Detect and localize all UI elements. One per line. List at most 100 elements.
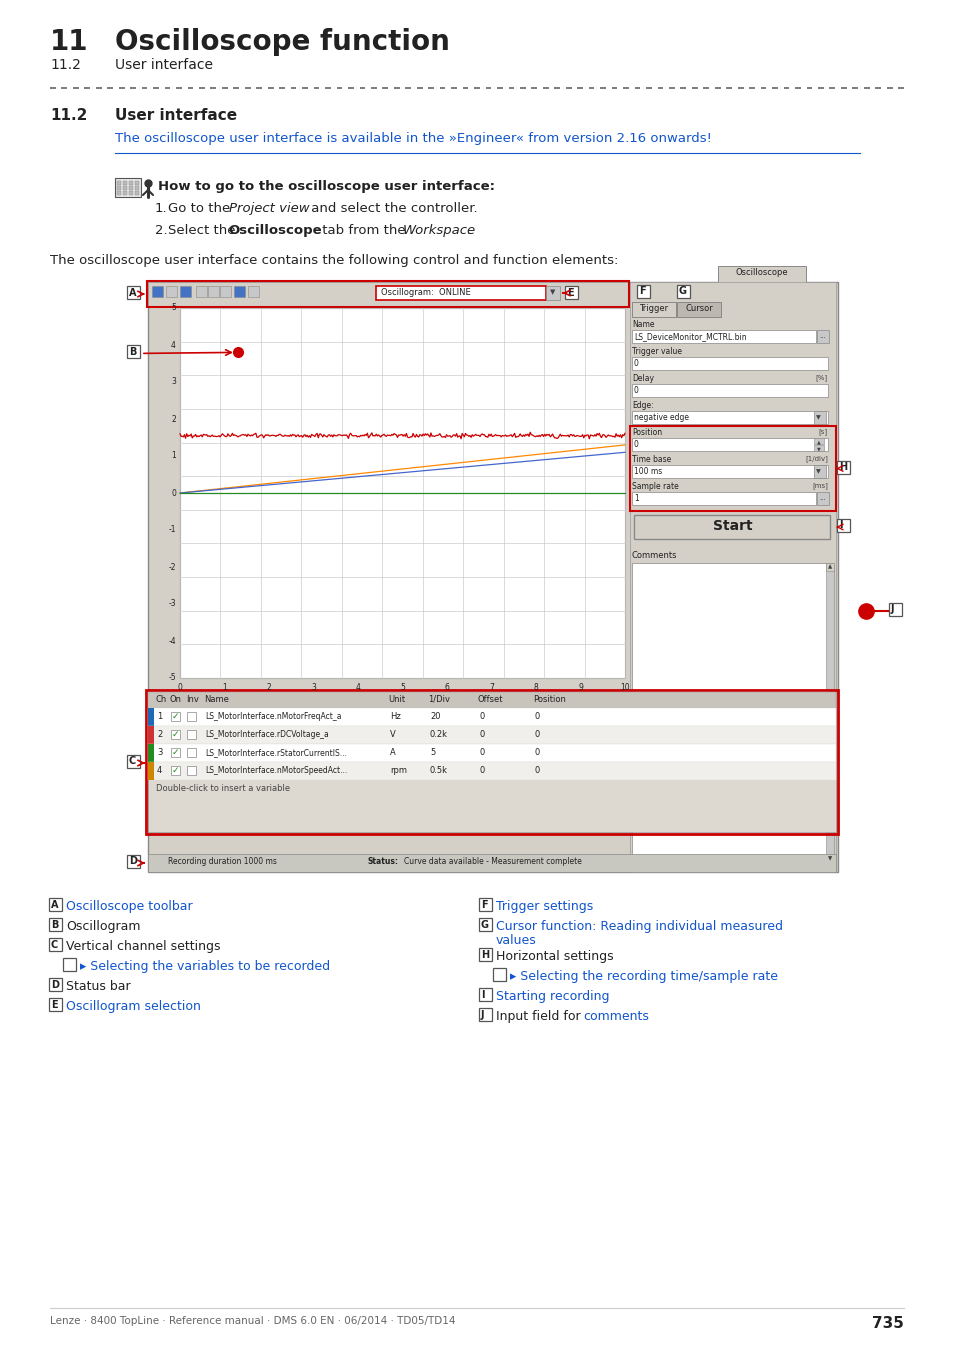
Text: 1: 1: [157, 711, 162, 721]
Text: Delay: Delay: [631, 374, 654, 383]
Bar: [813, 446, 823, 451]
Text: Oscilloscope toolbar: Oscilloscope toolbar: [66, 900, 193, 913]
Text: 11.2: 11.2: [50, 58, 81, 72]
Text: ✓: ✓: [172, 711, 179, 721]
Text: negative edge: negative edge: [634, 413, 688, 423]
Text: LS_MotorInterface.rDCVoltage_a: LS_MotorInterface.rDCVoltage_a: [205, 730, 329, 738]
Text: 0.2k: 0.2k: [430, 730, 448, 738]
Bar: [148, 855, 835, 872]
Text: 4: 4: [355, 683, 360, 693]
Text: Trigger value: Trigger value: [631, 347, 681, 356]
Bar: [148, 707, 153, 726]
Text: 0: 0: [479, 748, 485, 757]
Text: Offset: Offset: [477, 695, 503, 703]
Text: Comments: Comments: [631, 551, 677, 560]
Text: LS_MotorInterface.nMotorSpeedAct...: LS_MotorInterface.nMotorSpeedAct...: [205, 765, 347, 775]
Bar: [49, 977, 62, 991]
Text: J: J: [890, 605, 894, 614]
Bar: [631, 464, 827, 478]
Bar: [171, 748, 180, 757]
Bar: [146, 690, 837, 834]
Text: [s]: [s]: [818, 428, 827, 435]
Text: 0: 0: [535, 730, 539, 738]
Text: ...: ...: [818, 333, 825, 339]
Bar: [637, 285, 649, 298]
Bar: [187, 765, 195, 775]
Bar: [816, 491, 828, 505]
Text: Start: Start: [713, 518, 752, 533]
Bar: [545, 286, 559, 300]
Bar: [135, 181, 139, 185]
Text: 0: 0: [535, 748, 539, 757]
Bar: [478, 988, 492, 1000]
Bar: [208, 286, 219, 297]
Text: ▼: ▼: [815, 414, 820, 420]
Text: G: G: [480, 919, 489, 930]
Bar: [816, 329, 828, 343]
Text: 735: 735: [871, 1316, 903, 1331]
Bar: [127, 346, 140, 358]
Text: ✓: ✓: [172, 765, 179, 775]
Text: ▼: ▼: [816, 446, 820, 451]
Text: 3: 3: [171, 378, 175, 386]
Bar: [129, 186, 132, 189]
Text: Starting recording: Starting recording: [496, 990, 609, 1003]
Bar: [148, 282, 837, 872]
Text: ✓: ✓: [172, 748, 179, 757]
Text: 1: 1: [172, 451, 175, 460]
Bar: [148, 744, 835, 761]
Text: -5: -5: [168, 674, 175, 683]
Bar: [631, 410, 827, 424]
Text: Sample rate: Sample rate: [631, 482, 678, 491]
Text: B: B: [51, 919, 58, 930]
Text: 2: 2: [157, 730, 162, 738]
Text: Oscilloscope function: Oscilloscope function: [115, 28, 450, 55]
Text: 0.5k: 0.5k: [430, 765, 448, 775]
Text: -2: -2: [169, 563, 175, 571]
Bar: [115, 178, 141, 197]
Bar: [836, 518, 849, 532]
Text: 1: 1: [222, 683, 227, 693]
Text: Trigger: Trigger: [639, 304, 668, 313]
Text: Hz: Hz: [390, 711, 400, 721]
Text: H: H: [480, 949, 489, 960]
Text: Select the: Select the: [168, 224, 239, 238]
Text: Go to the: Go to the: [168, 202, 234, 215]
Text: 6: 6: [444, 683, 449, 693]
Bar: [148, 693, 835, 707]
Bar: [631, 329, 815, 343]
Bar: [195, 286, 207, 297]
Bar: [220, 286, 231, 297]
Bar: [493, 968, 505, 981]
Text: I: I: [480, 990, 484, 999]
Bar: [629, 282, 835, 872]
Text: Recording duration 1000 ms: Recording duration 1000 ms: [168, 857, 276, 865]
Text: User interface: User interface: [115, 108, 237, 123]
Text: ▸ Selecting the variables to be recorded: ▸ Selecting the variables to be recorded: [80, 960, 330, 973]
Bar: [187, 730, 195, 738]
Bar: [564, 286, 578, 298]
Text: Ch: Ch: [156, 695, 167, 703]
Text: 0: 0: [177, 683, 182, 693]
Text: Curve data available - Measurement complete: Curve data available - Measurement compl…: [403, 857, 581, 865]
Bar: [631, 302, 676, 317]
Text: tab from the: tab from the: [317, 224, 414, 238]
Text: and select the controller.: and select the controller.: [307, 202, 477, 215]
Bar: [123, 186, 127, 189]
Bar: [123, 190, 127, 194]
Text: 11: 11: [50, 28, 89, 55]
Bar: [478, 1008, 492, 1021]
Bar: [631, 383, 827, 397]
Bar: [148, 761, 153, 780]
Bar: [888, 603, 901, 616]
Bar: [49, 918, 62, 932]
Text: Cursor function: Reading individual measured: Cursor function: Reading individual meas…: [496, 919, 782, 933]
Text: Workspace: Workspace: [402, 224, 476, 238]
Bar: [634, 514, 829, 539]
Bar: [49, 938, 62, 950]
Text: 0: 0: [634, 359, 639, 369]
Bar: [148, 744, 153, 761]
Bar: [631, 491, 815, 505]
Text: F: F: [639, 286, 645, 297]
Text: Unit: Unit: [388, 695, 405, 703]
